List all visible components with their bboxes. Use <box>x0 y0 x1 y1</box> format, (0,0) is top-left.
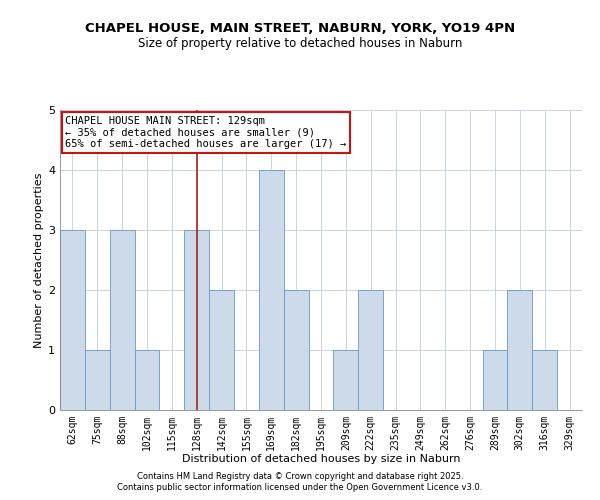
Bar <box>184 230 209 410</box>
Text: Contains HM Land Registry data © Crown copyright and database right 2025.: Contains HM Land Registry data © Crown c… <box>137 472 463 481</box>
Y-axis label: Number of detached properties: Number of detached properties <box>34 172 44 348</box>
Bar <box>259 170 284 410</box>
Text: CHAPEL HOUSE MAIN STREET: 129sqm
← 35% of detached houses are smaller (9)
65% of: CHAPEL HOUSE MAIN STREET: 129sqm ← 35% o… <box>65 116 346 149</box>
Text: Contains public sector information licensed under the Open Government Licence v3: Contains public sector information licen… <box>118 484 482 492</box>
Bar <box>334 350 358 410</box>
Bar <box>209 290 234 410</box>
Bar <box>532 350 557 410</box>
Text: Size of property relative to detached houses in Naburn: Size of property relative to detached ho… <box>138 38 462 51</box>
Bar <box>85 350 110 410</box>
Bar <box>60 230 85 410</box>
Text: CHAPEL HOUSE, MAIN STREET, NABURN, YORK, YO19 4PN: CHAPEL HOUSE, MAIN STREET, NABURN, YORK,… <box>85 22 515 36</box>
Bar <box>508 290 532 410</box>
Bar <box>358 290 383 410</box>
Bar <box>284 290 308 410</box>
Bar <box>482 350 508 410</box>
Bar <box>110 230 134 410</box>
X-axis label: Distribution of detached houses by size in Naburn: Distribution of detached houses by size … <box>182 454 460 464</box>
Bar <box>134 350 160 410</box>
